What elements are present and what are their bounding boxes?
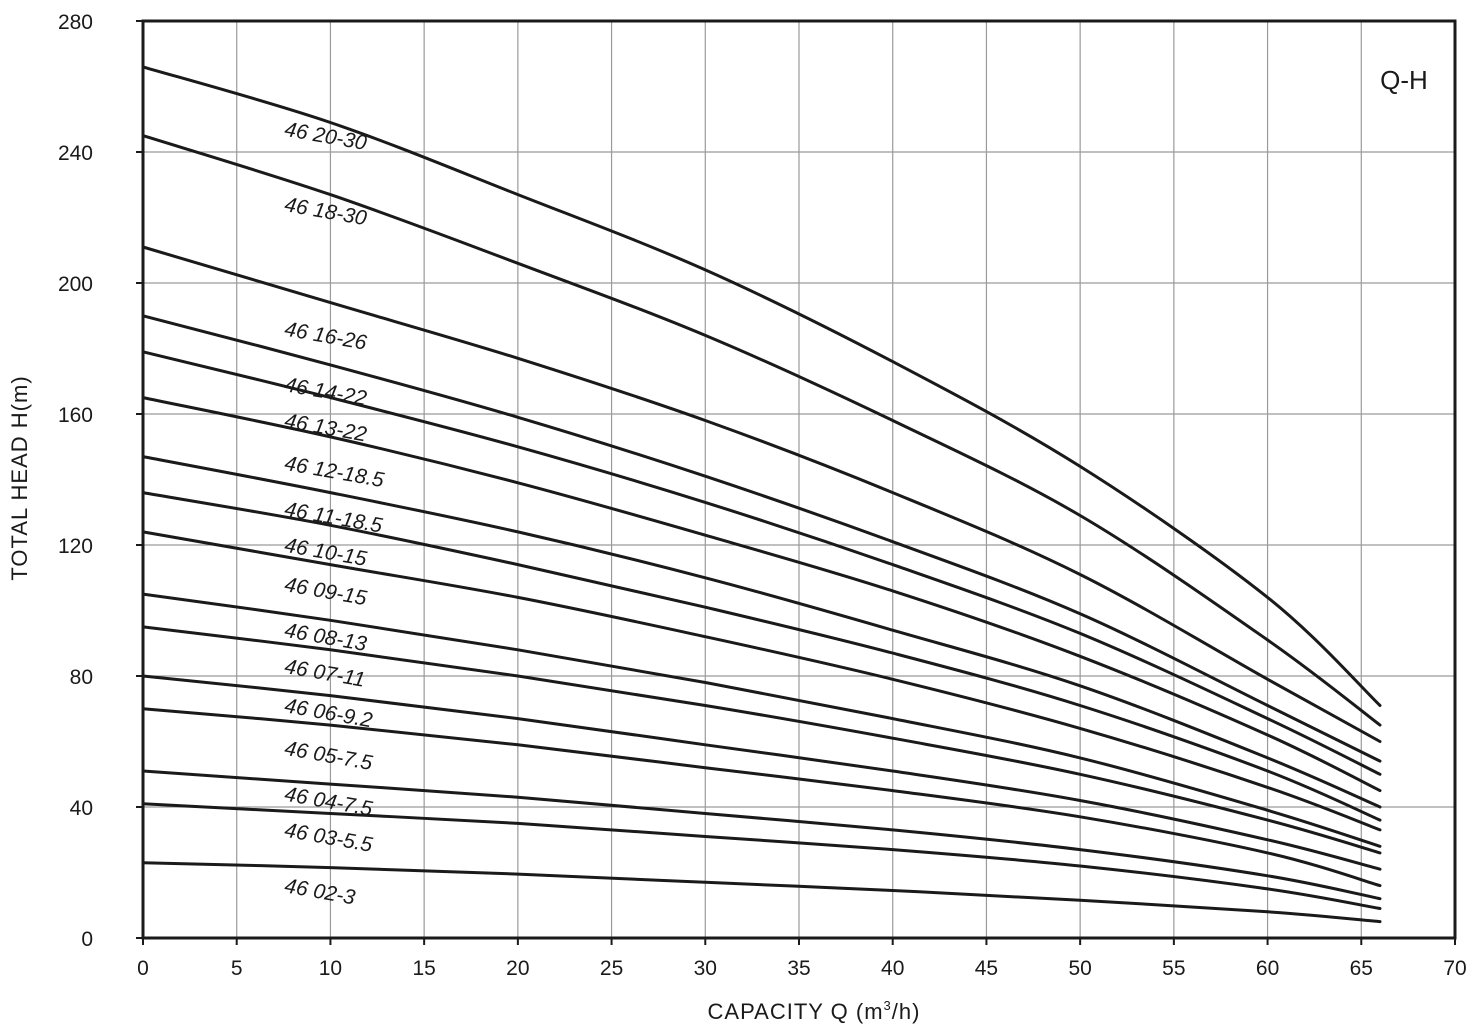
x-tick-label: 45 [975, 957, 998, 980]
curve-label: 46 16-26 [283, 318, 369, 355]
x-tick-label: 25 [600, 957, 623, 980]
x-tick-label: 0 [137, 957, 149, 980]
x-tick-label: 35 [787, 957, 810, 980]
x-tick-label: 70 [1443, 957, 1466, 980]
x-tick-label: 65 [1350, 957, 1373, 980]
y-tick-label: 200 [58, 273, 93, 296]
x-tick-label: 55 [1162, 957, 1185, 980]
x-axis-title-main: CAPACITY Q (m [708, 999, 884, 1024]
curve-46-09-15 [141, 530, 1382, 832]
curve-46-03-5-5 [141, 802, 1382, 910]
y-tick-label: 0 [81, 928, 93, 951]
curve-label: 46 05-7.5 [283, 737, 375, 775]
x-tick-labels: 0 5 10 15 20 25 30 35 40 45 50 55 60 65 70 [137, 938, 1467, 980]
curve-label: 46 10-15 [283, 534, 369, 571]
curve-46-02-3 [141, 861, 1382, 924]
x-axis-title: CAPACITY Q (m3/h) [708, 998, 921, 1024]
curve-label: 46 13-22 [283, 409, 369, 446]
x-tick-label: 15 [412, 957, 435, 980]
x-tick-label: 30 [694, 957, 717, 980]
curve-label: 46 09-15 [283, 573, 369, 610]
x-tick-label: 60 [1256, 957, 1279, 980]
curve-label: 46 07-11 [283, 655, 367, 692]
x-tick-label: 50 [1068, 957, 1091, 980]
curve-46-13-22 [141, 350, 1382, 776]
y-tick-label: 280 [58, 11, 93, 34]
x-tick-label: 40 [881, 957, 904, 980]
x-tick-label: 5 [231, 957, 243, 980]
y-axis-title: TOTAL HEAD H(m) [7, 375, 32, 580]
curve-label: 46 11-18.5 [283, 498, 385, 538]
curve-46-07-11 [141, 625, 1382, 855]
x-tick-label: 10 [319, 957, 342, 980]
curve-label: 46 20-30 [283, 118, 369, 155]
curve-46-04-7-5 [141, 769, 1382, 901]
y-tick-label: 160 [58, 404, 93, 427]
curve-label: 46 03-5.5 [283, 819, 375, 857]
y-tick-label: 80 [70, 666, 93, 689]
curve-46-20-30 [141, 65, 1382, 707]
curve-46-06-9-2 [141, 674, 1382, 871]
curve-label: 46 04-7.5 [283, 783, 375, 821]
y-tick-label: 120 [58, 535, 93, 558]
x-axis-title-tail: /h) [892, 999, 921, 1024]
x-axis-title-superscript: 3 [884, 998, 892, 1013]
chart-title: Q-H [1380, 65, 1428, 95]
curve-label: 46 14-22 [283, 373, 369, 410]
curve-label: 46 18-30 [283, 193, 369, 230]
curve-46-14-22 [141, 314, 1382, 763]
curve-46-16-26 [141, 245, 1382, 743]
y-tick-labels: 0 40 80 120 160 200 240 280 [58, 11, 143, 951]
curve-46-18-30 [141, 134, 1382, 727]
curve-46-08-13 [141, 592, 1382, 848]
y-tick-label: 40 [70, 797, 93, 820]
curve-46-10-15 [141, 491, 1382, 822]
curve-label: 46 02-3 [283, 874, 357, 909]
curve-46-05-7-5 [141, 707, 1382, 888]
curve-46-11-18-5 [141, 455, 1382, 809]
curve-group [141, 65, 1382, 924]
curve-46-12-18-5 [141, 396, 1382, 793]
y-tick-label: 240 [58, 142, 93, 165]
x-tick-label: 20 [506, 957, 529, 980]
